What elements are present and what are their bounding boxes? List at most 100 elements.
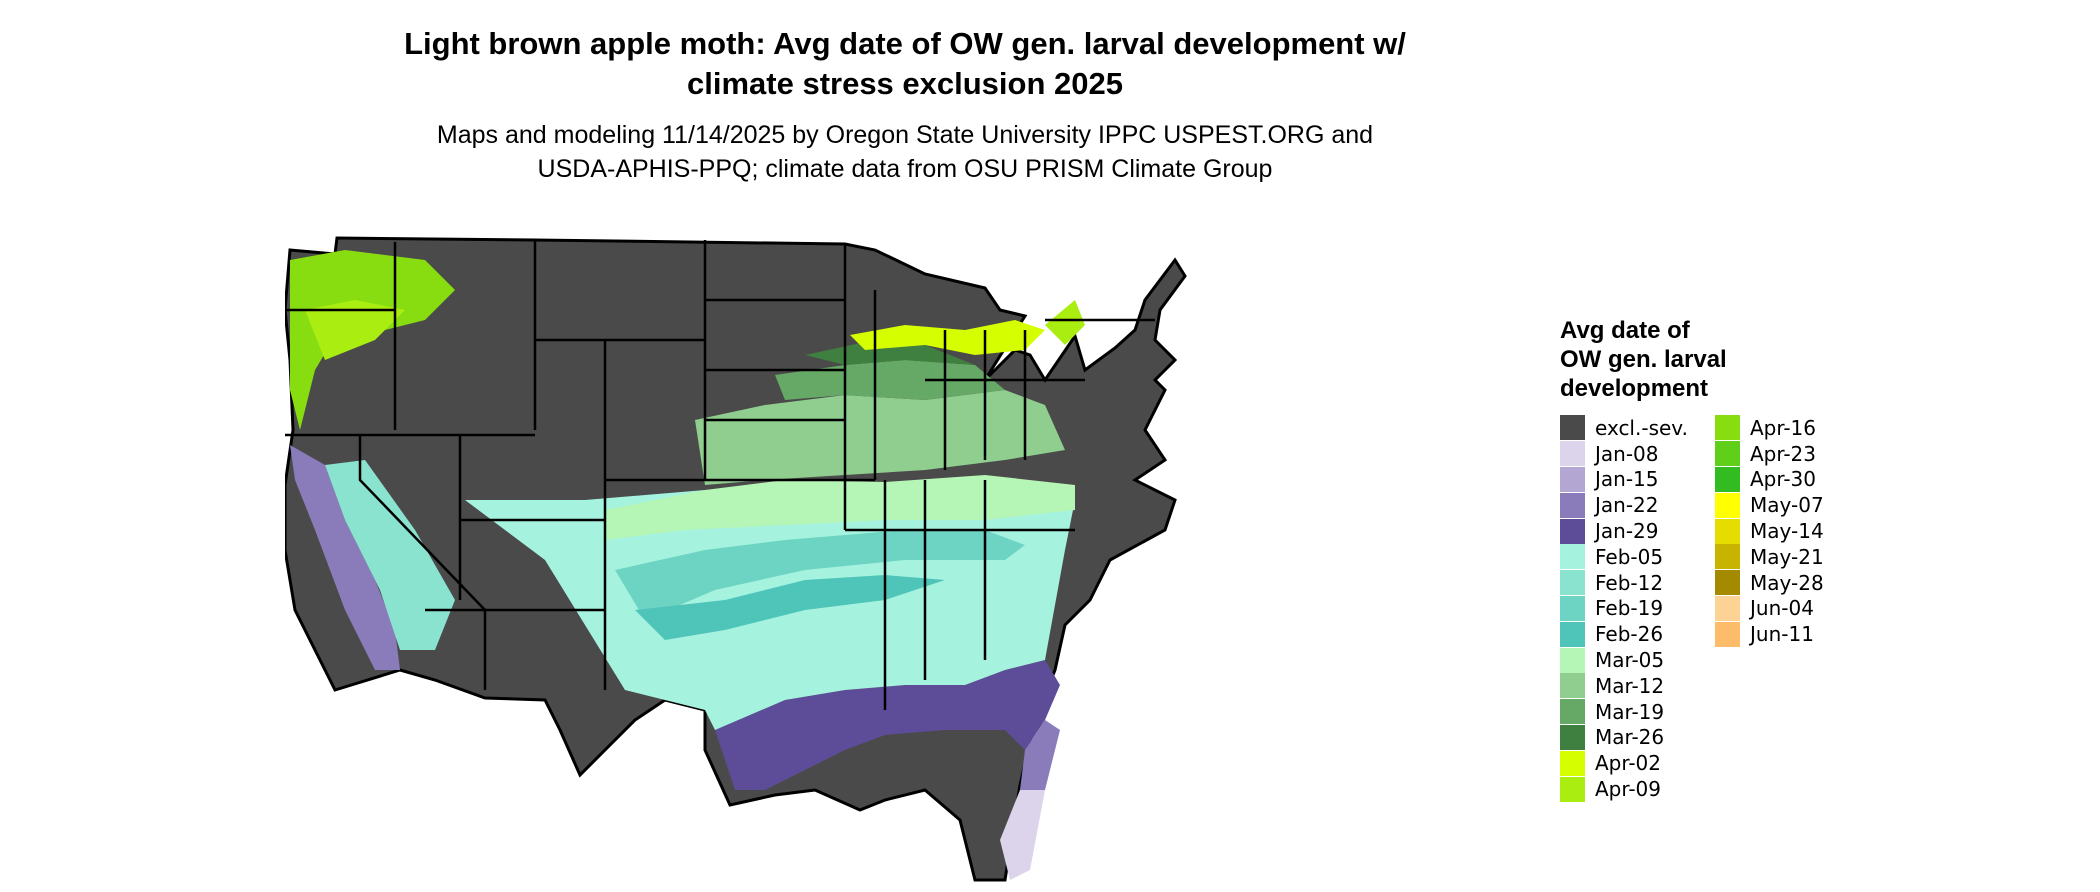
legend-item: Apr-23 (1715, 441, 1870, 467)
legend-item: Apr-09 (1560, 776, 1715, 802)
legend-item: Apr-16 (1715, 415, 1870, 441)
legend-item: Jan-22 (1560, 492, 1715, 518)
legend-item: Mar-19 (1560, 699, 1715, 725)
band-mar-26 (805, 342, 975, 365)
legend-item: Feb-26 (1560, 621, 1715, 647)
legend-label: Jan-22 (1595, 493, 1659, 518)
legend-swatch (1560, 776, 1585, 802)
legend-swatch (1715, 518, 1740, 544)
band-mar-12 (695, 390, 1065, 485)
legend-item: May-21 (1715, 544, 1870, 570)
band-apr-16-pnw (290, 250, 455, 430)
map-title-line-1: Light brown apple moth: Avg date of OW g… (404, 26, 1406, 61)
legend-swatch (1560, 544, 1585, 570)
legend-swatch (1560, 699, 1585, 725)
legend-swatch (1560, 750, 1585, 776)
legend-column-1: excl.-sev. Jan-08 Jan-15 Jan-22 Jan-29 Feb-05… (1560, 415, 1715, 802)
map-title-line-2: climate stress exclusion 2025 (687, 66, 1123, 101)
legend-label: Apr-23 (1750, 441, 1816, 466)
legend-item: May-14 (1715, 518, 1870, 544)
legend-item: Apr-02 (1560, 750, 1715, 776)
legend-swatch (1715, 570, 1740, 596)
legend-item: Jan-15 (1560, 466, 1715, 493)
legend-swatch (1560, 518, 1585, 544)
legend-label: Jan-08 (1595, 441, 1659, 466)
legend-label: Mar-26 (1595, 725, 1665, 750)
legend-label: Jun-04 (1750, 596, 1814, 621)
legend-swatch (1560, 570, 1585, 596)
legend-swatch (1560, 415, 1585, 441)
legend-title: Avg date of OW gen. larval development (1560, 316, 1800, 403)
legend-label: May-21 (1750, 544, 1824, 569)
legend-label: Jan-15 (1595, 467, 1659, 492)
legend-label: Apr-02 (1595, 751, 1661, 776)
legend-label: Feb-19 (1595, 596, 1664, 621)
legend-label: excl.-sev. (1595, 415, 1688, 440)
legend: Avg date of OW gen. larval development e… (1560, 316, 1870, 802)
legend-swatch (1715, 466, 1740, 492)
legend-swatch (1560, 441, 1585, 467)
legend-label: Mar-19 (1595, 699, 1665, 724)
legend-label: Jan-29 (1595, 519, 1659, 544)
map-subtitle: Maps and modeling 11/14/2025 by Oregon S… (310, 118, 1500, 186)
legend-label: Mar-05 (1595, 648, 1665, 673)
map-subtitle-line-2: USDA-APHIS-PPQ; climate data from OSU PR… (537, 155, 1273, 183)
band-apr-02-ohio (850, 320, 1045, 355)
legend-swatch (1560, 724, 1585, 750)
legend-item: Feb-19 (1560, 595, 1715, 622)
legend-item: Jan-29 (1560, 518, 1715, 544)
legend-title-line-3: development (1560, 375, 1709, 402)
legend-label: May-07 (1750, 493, 1824, 518)
legend-column-2: Apr-16 Apr-23 Apr-30 May-07 May-14 May-21 May-… (1715, 415, 1870, 802)
title-block: Light brown apple moth: Avg date of OW g… (310, 24, 1500, 186)
band-mar-05 (605, 475, 1075, 540)
legend-swatch (1715, 595, 1740, 621)
legend-item: Feb-12 (1560, 570, 1715, 596)
band-apr-09-northeast (1045, 300, 1085, 345)
legend-title-line-1: Avg date of (1560, 317, 1690, 344)
map-subtitle-line-1: Maps and modeling 11/14/2025 by Oregon S… (436, 121, 1374, 149)
legend-label: Mar-12 (1595, 673, 1665, 698)
map-title: Light brown apple moth: Avg date of OW g… (310, 24, 1500, 104)
legend-item: Jan-08 (1560, 441, 1715, 467)
legend-label: Feb-26 (1595, 622, 1664, 647)
legend-item: Feb-05 (1560, 544, 1715, 570)
legend-item: Jun-11 (1715, 621, 1870, 647)
legend-title-line-2: OW gen. larval (1560, 346, 1727, 373)
legend-item: May-07 (1715, 492, 1870, 518)
legend-item: Apr-30 (1715, 466, 1870, 493)
legend-label: Feb-12 (1595, 570, 1664, 595)
legend-item: May-28 (1715, 570, 1870, 596)
us-map (285, 230, 1470, 890)
legend-item: Mar-26 (1560, 724, 1715, 751)
band-apr-09-oregon (305, 300, 405, 360)
legend-label: Apr-09 (1595, 777, 1661, 802)
legend-label: Apr-16 (1750, 415, 1816, 440)
band-feb-12-california (325, 460, 455, 650)
legend-item: Mar-12 (1560, 673, 1715, 699)
band-feb-19 (615, 530, 1025, 620)
legend-swatch (1560, 621, 1585, 647)
legend-swatch (1560, 673, 1585, 699)
band-feb-26 (635, 575, 945, 640)
legend-item: excl.-sev. (1560, 415, 1715, 441)
legend-label: Jun-11 (1750, 622, 1814, 647)
legend-swatch (1560, 492, 1585, 518)
legend-swatch (1560, 595, 1585, 621)
band-jan-29 (715, 660, 1060, 790)
state-borders (285, 240, 1155, 710)
legend-swatch (1715, 415, 1740, 441)
legend-swatch (1560, 647, 1585, 673)
legend-swatch (1715, 441, 1740, 467)
legend-swatch (1560, 466, 1585, 492)
legend-swatch (1715, 544, 1740, 570)
legend-columns: excl.-sev. Jan-08 Jan-15 Jan-22 Jan-29 Feb-05… (1560, 415, 1870, 802)
legend-label: May-28 (1750, 570, 1824, 595)
legend-swatch (1715, 492, 1740, 518)
band-jan-22-california (290, 445, 400, 670)
legend-item: Mar-05 (1560, 647, 1715, 673)
legend-swatch (1715, 621, 1740, 647)
us-map-svg (285, 236, 1187, 882)
band-jan-08-florida (1000, 790, 1045, 880)
legend-label: May-14 (1750, 519, 1824, 544)
